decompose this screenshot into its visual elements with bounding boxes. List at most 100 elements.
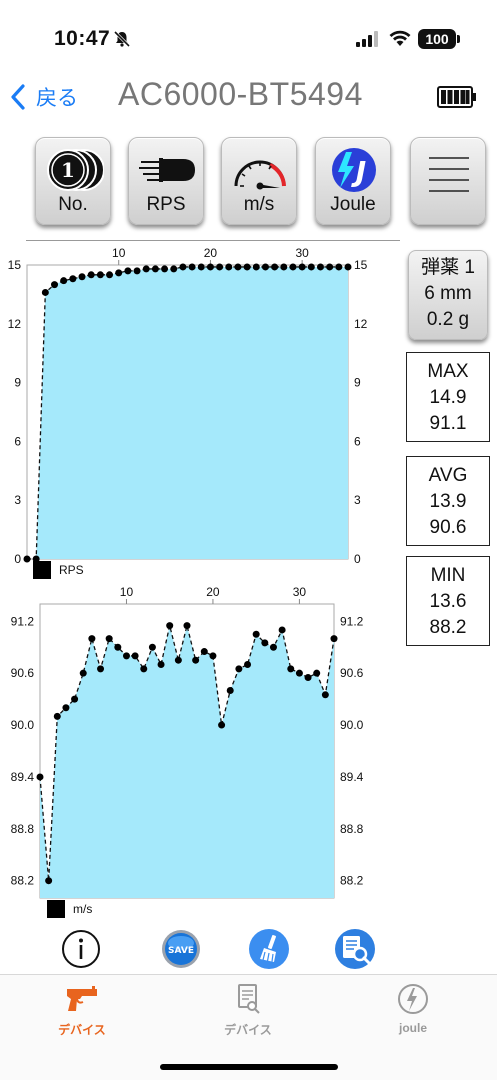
rps-point bbox=[188, 263, 196, 271]
speed-point bbox=[304, 674, 312, 681]
speedometer-icon bbox=[234, 160, 286, 190]
rps-x-tick-label: 30 bbox=[295, 246, 309, 260]
speed-point bbox=[71, 695, 79, 703]
menu-button[interactable] bbox=[410, 137, 486, 225]
speed-point bbox=[183, 622, 191, 630]
speed-y-tick-label-left: 88.2 bbox=[11, 874, 35, 888]
status-time: 10:47 bbox=[54, 27, 111, 50]
rps-point bbox=[280, 263, 288, 271]
speed-point bbox=[157, 661, 165, 669]
speed-point bbox=[114, 643, 122, 651]
rps-y-tick-label-left: 0 bbox=[14, 552, 21, 566]
document-search-icon[interactable] bbox=[334, 928, 376, 970]
speed-point bbox=[295, 669, 303, 677]
speed-point bbox=[36, 773, 44, 781]
rps-legend: RPS bbox=[33, 561, 84, 579]
speed-point bbox=[330, 635, 338, 643]
rps-point bbox=[41, 288, 49, 296]
back-button[interactable]: 戻る bbox=[10, 82, 78, 112]
rps-legend-swatch bbox=[33, 561, 51, 579]
speed-point bbox=[148, 643, 156, 651]
max-speed-value: 91.1 bbox=[429, 413, 467, 434]
rps-point bbox=[78, 273, 86, 281]
rps-y-tick-label-left: 6 bbox=[14, 434, 21, 448]
rps-point bbox=[206, 263, 214, 271]
rps-point bbox=[151, 265, 159, 273]
broom-icon[interactable] bbox=[248, 928, 290, 970]
rps-y-tick-label-right: 6 bbox=[354, 434, 361, 448]
speed-point bbox=[252, 630, 260, 638]
speed-point bbox=[269, 643, 277, 651]
speed-button-label: m/s bbox=[243, 194, 275, 215]
count-button[interactable]: 1 No. bbox=[35, 137, 111, 225]
menu-icon bbox=[429, 157, 469, 192]
battery-tip bbox=[457, 35, 460, 43]
ammo-weight: 0.2 g bbox=[426, 309, 470, 330]
rps-point bbox=[51, 281, 59, 289]
bullet-icon bbox=[139, 158, 195, 182]
speed-y-tick-label-left: 91.2 bbox=[11, 614, 35, 628]
rps-point bbox=[261, 263, 269, 271]
cellular-signal-icon bbox=[356, 31, 378, 47]
speed-y-tick-label-right: 90.0 bbox=[340, 718, 364, 732]
avg-label: AVG bbox=[428, 465, 468, 486]
speed-point bbox=[88, 635, 96, 643]
rps-button[interactable]: RPS bbox=[128, 137, 204, 225]
avg-speed-value: 90.6 bbox=[429, 517, 467, 538]
speed-x-tick-label: 10 bbox=[120, 585, 134, 599]
speed-point bbox=[321, 691, 329, 699]
home-indicator bbox=[160, 1064, 338, 1070]
rps-point bbox=[197, 263, 205, 271]
chevron-left-icon bbox=[11, 84, 25, 110]
tab-device[interactable]: デバイス bbox=[32, 983, 132, 1038]
page-title: AC6000-BT5494 bbox=[118, 76, 363, 112]
rps-y-tick-label-left: 9 bbox=[14, 376, 21, 390]
speed-legend: m/s bbox=[47, 900, 92, 918]
rps-point bbox=[298, 263, 306, 271]
speed-point bbox=[218, 721, 226, 729]
rps-point bbox=[243, 263, 251, 271]
tab-records-label: デバイス bbox=[224, 1023, 272, 1037]
tab-bar: デバイス デバイス joule bbox=[0, 974, 497, 1080]
count-button-label: No. bbox=[58, 194, 88, 215]
coins-icon: 1 bbox=[47, 149, 104, 191]
speed-y-tick-label-left: 90.0 bbox=[11, 718, 35, 732]
speed-point bbox=[278, 626, 286, 634]
info-icon[interactable] bbox=[60, 928, 102, 970]
rps-y-tick-label-right: 12 bbox=[354, 317, 368, 331]
rps-point bbox=[23, 555, 31, 563]
speed-button[interactable]: m/s bbox=[221, 137, 297, 225]
rps-point bbox=[335, 263, 343, 271]
avg-stat-box: AVG 13.9 90.6 bbox=[406, 456, 490, 546]
rps-point bbox=[87, 271, 95, 279]
rps-point bbox=[115, 269, 123, 277]
tab-joule[interactable]: joule bbox=[363, 983, 463, 1035]
speed-x-tick-label: 30 bbox=[293, 585, 307, 599]
speed-point bbox=[79, 669, 87, 677]
rps-point bbox=[179, 263, 187, 271]
rps-point bbox=[32, 555, 40, 563]
speed-point bbox=[200, 648, 208, 656]
max-rps-value: 14.9 bbox=[429, 387, 467, 408]
save-icon[interactable]: SAVE bbox=[160, 928, 202, 970]
joule-button[interactable]: J Joule bbox=[315, 137, 391, 225]
speed-point bbox=[235, 665, 243, 673]
device-battery-icon bbox=[437, 86, 476, 108]
tab-records[interactable]: デバイス bbox=[198, 983, 298, 1038]
rps-y-tick-label-right: 3 bbox=[354, 493, 361, 507]
speed-y-tick-label-right: 88.2 bbox=[340, 874, 364, 888]
status-bar: 10:47 100 bbox=[0, 0, 497, 60]
speed-y-tick-label-left: 89.4 bbox=[11, 770, 35, 784]
status-battery-icon: 100 bbox=[418, 29, 456, 49]
ammo-button[interactable]: 弾薬 1 6 mm 0.2 g bbox=[408, 250, 488, 340]
rps-y-tick-label-left: 15 bbox=[8, 258, 22, 272]
rps-y-tick-label-left: 12 bbox=[8, 317, 22, 331]
rps-point bbox=[234, 263, 242, 271]
rps-button-label: RPS bbox=[146, 194, 186, 215]
speed-y-tick-label-right: 89.4 bbox=[340, 770, 364, 784]
tab-device-label: デバイス bbox=[58, 1023, 106, 1037]
speed-point bbox=[131, 652, 139, 660]
rps-point bbox=[225, 263, 233, 271]
rps-point bbox=[271, 263, 279, 271]
bell-muted-icon bbox=[113, 30, 131, 48]
